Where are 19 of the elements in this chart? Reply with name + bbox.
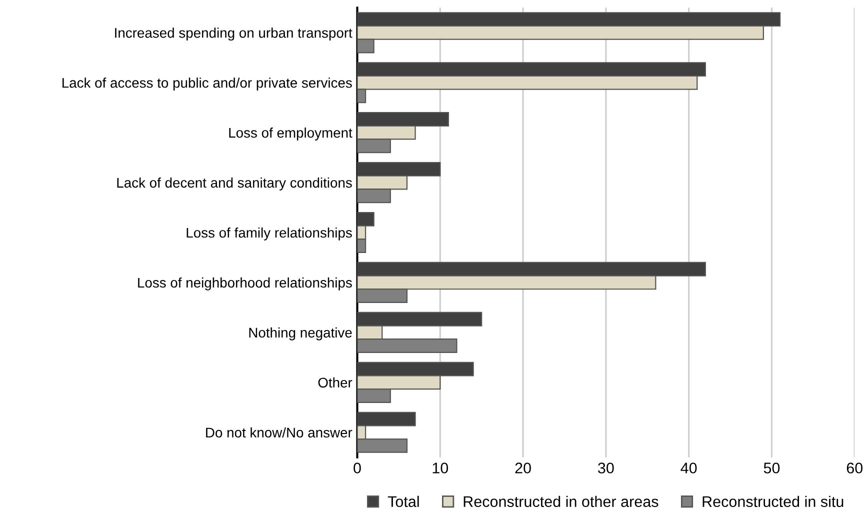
x-tick-label: 40 [680, 462, 697, 474]
y-tick-label: Lack of access to public and/or private services [62, 78, 352, 91]
y-tick-label: Loss of family relationships [186, 227, 352, 240]
x-tick-label: 0 [354, 462, 361, 474]
legend-label: Reconstructed in situ [702, 496, 844, 508]
y-tick-label: Lack of decent and sanitary conditions [117, 178, 352, 190]
legend-label: Reconstructed in other areas [464, 496, 658, 508]
y-tick-label: Loss of employment [229, 128, 352, 140]
x-tick-label: 30 [598, 462, 614, 474]
y-tick-label: Do not know/No answer [206, 427, 352, 438]
x-tick-label: 60 [846, 462, 863, 474]
y-tick-label: Loss of neighborhood relationships [138, 277, 352, 290]
y-tick-label: Increased spending on urban transport [115, 28, 352, 41]
legend-label: Total [388, 496, 419, 508]
y-tick-label: Nothing negative [249, 327, 352, 340]
x-tick-label: 20 [515, 462, 531, 474]
x-tick-label: 10 [432, 462, 448, 474]
x-tick-label: 50 [764, 462, 780, 474]
y-tick-label: Other [318, 377, 352, 388]
